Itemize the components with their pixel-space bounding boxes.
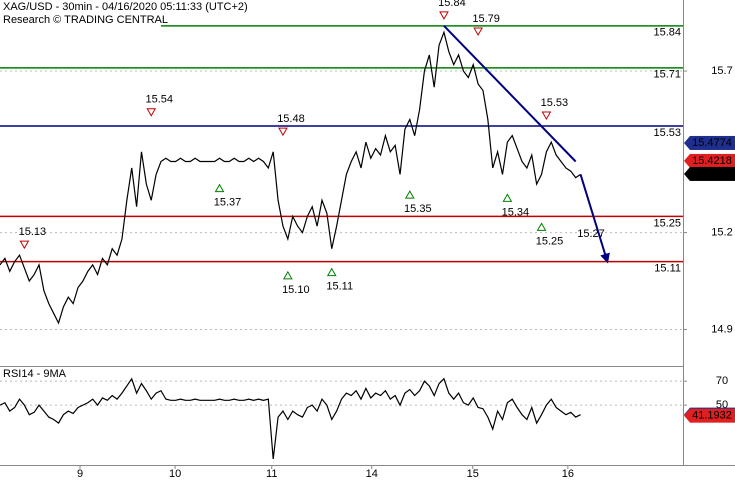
price-tag — [690, 166, 735, 181]
high-marker — [19, 240, 30, 250]
high-label: 15.79 — [472, 13, 500, 25]
x-tick-label: 14 — [366, 468, 378, 480]
low-label: 15.10 — [282, 284, 310, 296]
forecast — [579, 174, 610, 264]
low-marker — [214, 183, 225, 193]
low-marker — [502, 193, 513, 202]
high-label: 15.84 — [438, 0, 466, 9]
low-label: 15.37 — [214, 197, 242, 209]
low-label: 15.34 — [502, 206, 530, 218]
y-tick-label: 15.7 — [711, 65, 732, 77]
high-marker — [278, 127, 288, 137]
chart-title: XAG/USD - 30min - 04/16/2020 05:11:33 (U… — [3, 1, 248, 13]
price-tag-label: 15.4774 — [692, 137, 732, 149]
level-label: 15.84 — [653, 27, 681, 39]
low-marker — [404, 190, 415, 199]
price-tag-pointer — [684, 166, 690, 181]
chart-subtitle: Research © TRADING CENTRAL — [3, 14, 168, 26]
high-marker — [473, 27, 483, 36]
high-marker — [146, 108, 157, 117]
y-tick-label: 15.2 — [711, 226, 732, 238]
price-line — [0, 30, 581, 325]
price-tag-label: 15.3815 — [692, 168, 732, 180]
high-label: 15.53 — [541, 97, 569, 109]
low-label: 15.11 — [326, 281, 353, 293]
price-tag — [690, 153, 735, 168]
x-tick-label: 9 — [77, 468, 83, 480]
x-tick-label: 11 — [266, 468, 277, 480]
low-label: 15.35 — [404, 203, 432, 215]
price-tag-label: 41.1932 — [692, 410, 732, 422]
y-tick-label: 70 — [716, 375, 728, 387]
rsi-title: RSI14 - 9MA — [3, 368, 67, 380]
low-label: 15.25 — [536, 235, 564, 247]
low-marker — [282, 270, 293, 280]
price-tag-pointer — [684, 153, 690, 168]
price-tag-label: 15.4218 — [692, 155, 732, 167]
target-label: 15.27 — [577, 228, 605, 240]
x-tick-label: 10 — [169, 468, 181, 480]
high-label: 15.54 — [145, 94, 173, 106]
high-marker — [541, 111, 552, 120]
high-label: 15.13 — [19, 226, 47, 238]
x-tick-label: 16 — [562, 468, 574, 480]
price-tag-pointer — [684, 135, 690, 150]
level-label: 15.53 — [653, 127, 681, 139]
price-tag — [690, 135, 735, 150]
low-marker — [536, 222, 547, 231]
price-tag — [690, 408, 735, 423]
level-label: 15.71 — [653, 69, 681, 81]
y-tick-label: 14.9 — [711, 323, 732, 335]
level-label: 15.11 — [654, 263, 681, 275]
trendline — [443, 25, 577, 163]
level-label: 15.25 — [653, 217, 681, 229]
price-line — [0, 377, 581, 460]
x-tick-label: 15 — [467, 468, 479, 480]
price-tag-pointer — [684, 408, 690, 423]
high-marker — [439, 11, 449, 20]
low-marker — [326, 267, 337, 277]
high-label: 15.48 — [277, 113, 305, 125]
